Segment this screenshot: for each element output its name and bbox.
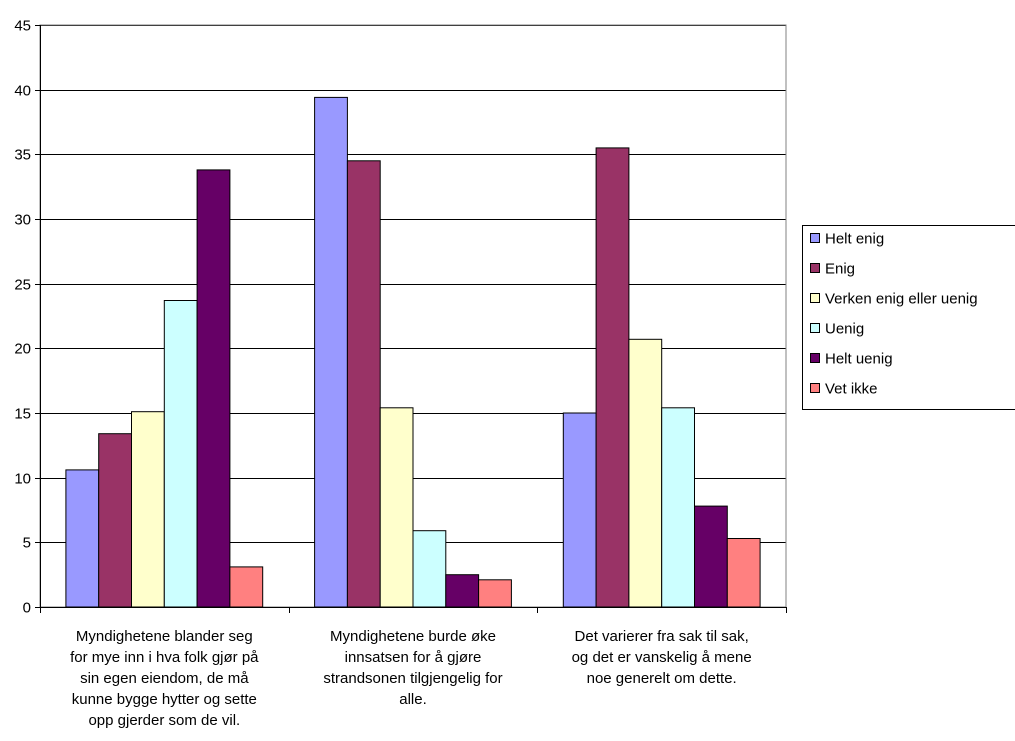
bar-enig-2 [346,160,381,608]
legend-box [802,225,1015,410]
bar-verken-enig-eller-uenig-1 [131,411,165,608]
bar-uenig-1 [163,300,198,608]
bar-vet-ikke-1 [229,566,264,608]
y-tick-label: 30 [14,212,31,229]
y-tick-label: 5 [23,535,31,552]
bar-helt-enig-3 [562,412,597,608]
y-tick-label: 10 [14,471,31,488]
category-label: Det varierer fra sak til sak, og det er v… [572,628,752,687]
bar-verken-enig-eller-uenig-3 [628,338,663,608]
legend: Helt enig Enig Verken enig eller uenig Ueni… [802,225,1015,410]
bar-helt-uenig-3 [694,505,728,608]
y-tick-label: 0 [23,600,31,617]
legend-swatch [810,263,820,273]
category-label: Myndighetene burde øke innsatsen for å gj… [323,628,502,708]
bar-vet-ikke-3 [726,538,761,608]
category-labels: Myndighetene blander seg for mye inn i hv… [70,628,752,729]
bar-helt-enig-2 [314,96,348,608]
bar-helt-enig-1 [65,469,100,608]
legend-swatch [810,383,820,393]
bar-verken-enig-eller-uenig-2 [379,407,414,608]
legend-swatch [810,233,820,243]
y-tick-label: 45 [14,18,31,35]
legend-label: Uenig [825,321,864,338]
bar-uenig-3 [661,407,696,608]
bar-enig-3 [595,147,630,608]
y-tick-labels: 0 5 10 15 20 25 30 35 40 45 [14,18,31,617]
y-tick-label: 15 [14,406,31,423]
legend-label: Helt enig [825,231,884,248]
bar-helt-uenig-2 [445,574,480,608]
y-tick-label: 35 [14,147,31,164]
bars [65,96,761,608]
legend-label: Vet ikke [825,381,878,398]
legend-swatch [810,353,820,363]
y-tick-label: 40 [14,83,31,100]
y-tick-label: 25 [14,277,31,294]
legend-swatch [810,323,820,333]
legend-swatch [810,293,820,303]
bar-vet-ikke-2 [478,579,512,608]
category-label: Myndighetene blander seg for mye inn i hv… [70,628,259,729]
bar-uenig-2 [412,530,447,608]
legend-label: Verken enig eller uenig [825,291,978,308]
legend-label: Enig [825,261,855,278]
y-tick-label: 20 [14,341,31,358]
legend-label: Helt uenig [825,351,893,368]
bar-enig-1 [98,433,132,608]
bar-helt-uenig-1 [196,169,231,608]
